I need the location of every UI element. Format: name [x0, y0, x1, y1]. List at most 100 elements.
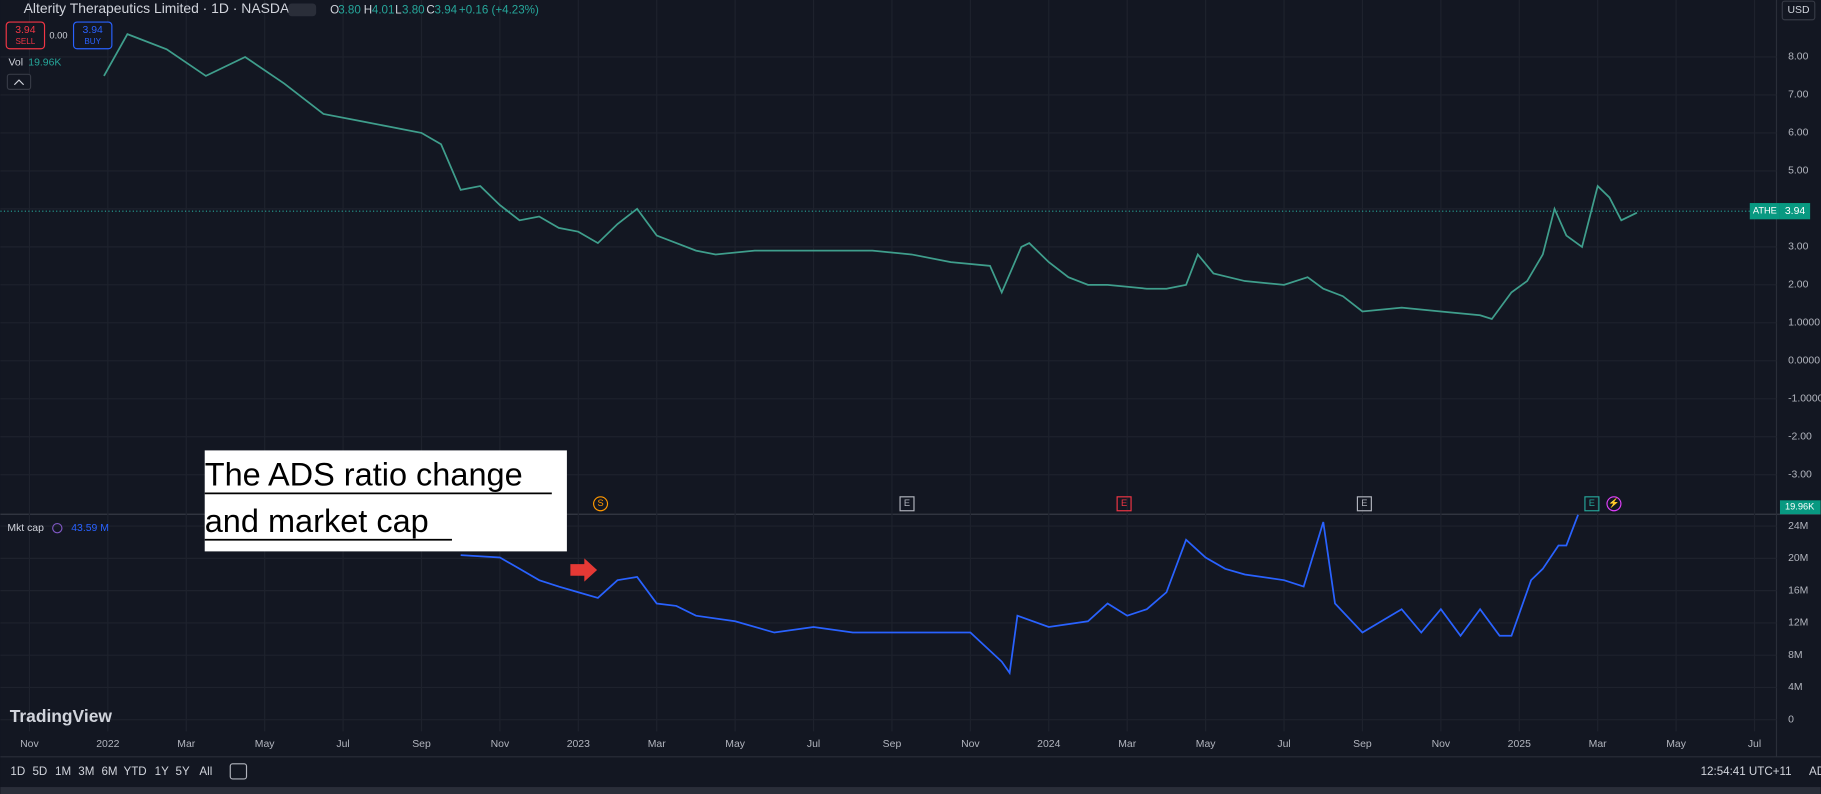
date-range-icon[interactable] [229, 763, 248, 780]
price-tag-symbol: ATHE [1753, 206, 1777, 216]
x-tick-label: 2022 [96, 739, 119, 750]
close-value: 3.94 [435, 4, 458, 17]
y-tick-label: -1.0000 [1788, 394, 1821, 405]
grid [0, 0, 1777, 732]
timeframe-button[interactable]: All [199, 765, 212, 778]
y-tick-label: 2.00 [1788, 280, 1809, 291]
y-tick-label: 0 [1788, 714, 1794, 725]
scrollbar [0, 787, 1821, 794]
x-tick-label: Sep [883, 739, 902, 750]
x-tick-label: Sep [412, 739, 431, 750]
price-tag [1779, 203, 1811, 220]
y-tick-label: 1.0000 [1788, 318, 1820, 329]
indicator-icon[interactable] [52, 522, 63, 534]
sell-label: SELL [15, 37, 35, 46]
volume-label: Vol [9, 57, 24, 68]
annotation-box [204, 450, 567, 552]
y-tick-label: 6.00 [1788, 128, 1809, 139]
buy-label: BUY [84, 37, 101, 46]
buy-button[interactable] [72, 21, 113, 50]
clock[interactable]: 12:54:41 UTC+11 [1701, 765, 1792, 778]
high-value: 4.01 [372, 4, 395, 17]
y-tick-label: 12M [1788, 618, 1808, 629]
event-marker[interactable] [1356, 496, 1372, 512]
x-tick-label: Jul [807, 739, 820, 750]
event-marker[interactable] [1116, 496, 1132, 512]
volume-tag [1779, 500, 1821, 515]
x-tick-label: Nov [961, 739, 980, 750]
y-tick-label: 24M [1788, 521, 1808, 532]
event-label: E [904, 498, 910, 508]
overlay: Alterity Therapeutics Limited · 1D · NAS… [5, 0, 1821, 780]
x-tick-label: Nov [1432, 739, 1451, 750]
x-tick-label: 2024 [1037, 739, 1060, 750]
currency: USD [1788, 5, 1810, 16]
timeframe-button[interactable]: 1Y [155, 765, 169, 778]
timeframe-button[interactable]: 5Y [176, 765, 190, 778]
x-tick-label: Sep [1353, 739, 1372, 750]
y-tick-label: 4M [1788, 682, 1803, 693]
currency-button[interactable] [1781, 0, 1816, 21]
event-label: E [1589, 498, 1595, 508]
x-tick-label: Nov [491, 739, 510, 750]
x-tick-label: Mar [177, 739, 195, 750]
corner-button[interactable]: AD [1809, 765, 1821, 778]
x-tick-label: 2025 [1508, 739, 1531, 750]
event-label: S [597, 498, 603, 508]
low-label: L [395, 4, 402, 17]
event-label: ⚡ [1608, 497, 1620, 509]
chevron-icon [13, 79, 25, 86]
y-tick-label: -2.00 [1788, 432, 1812, 443]
spread: 0.00 [49, 30, 67, 40]
timeframe-button[interactable]: YTD [123, 765, 146, 778]
y-tick-label: 8M [1788, 650, 1803, 661]
series-line [460, 514, 1579, 676]
y-tick-label: -3.00 [1788, 470, 1812, 481]
annotation-line: and market cap [205, 503, 429, 539]
x-tick-label: Mar [648, 739, 666, 750]
event-label: E [1121, 498, 1127, 508]
timeframe-button[interactable]: 1M [55, 765, 71, 778]
y-tick-label: 5.00 [1788, 166, 1809, 177]
indicator-value: 43.59 M [71, 523, 109, 534]
x-tick-label: 2023 [567, 739, 590, 750]
event-marker[interactable] [899, 496, 915, 512]
event-marker[interactable] [1606, 496, 1622, 512]
collapse-legend[interactable] [6, 73, 32, 90]
volume-tag-value: 19.96K [1785, 502, 1815, 512]
y-tick-label: 16M [1788, 585, 1808, 596]
y-tick-label: 20M [1788, 553, 1808, 564]
event-marker[interactable] [593, 496, 609, 512]
series [0, 33, 1777, 676]
price-tag [1749, 203, 1780, 220]
y-tick-label: 3.00 [1788, 242, 1809, 253]
high-label: H [364, 4, 372, 17]
timeframe-button[interactable]: 3M [78, 765, 94, 778]
low-value: 3.80 [402, 4, 425, 17]
symbol-title[interactable]: Alterity Therapeutics Limited · 1D · NAS… [24, 0, 301, 16]
timeframe-button[interactable]: 6M [101, 765, 117, 778]
close-label: C [426, 4, 434, 17]
x-tick-label: Jul [1277, 739, 1290, 750]
sell-button[interactable] [5, 21, 46, 50]
x-tick-label: Jul [336, 739, 349, 750]
change-value: +0.16 (+4.23%) [459, 4, 539, 17]
event-marker[interactable] [1584, 496, 1600, 512]
sell-price: 3.94 [15, 25, 36, 36]
series-line [103, 33, 1638, 321]
timeframe-button[interactable]: 5D [32, 765, 47, 778]
x-tick-label: May [1196, 739, 1216, 750]
y-tick-label: 7.00 [1788, 90, 1809, 101]
branding[interactable]: TradingView [10, 706, 113, 726]
x-tick-label: Mar [1118, 739, 1136, 750]
indicator-label: Mkt cap [7, 523, 44, 534]
x-tick-label: May [255, 739, 275, 750]
annotation-line: The ADS ratio change [205, 457, 523, 493]
open-label: O [330, 4, 339, 17]
x-tick-label: May [1666, 739, 1686, 750]
x-tick-label: Nov [20, 739, 39, 750]
timeframe-button[interactable]: 1D [10, 765, 25, 778]
collapse-button[interactable] [288, 3, 317, 17]
